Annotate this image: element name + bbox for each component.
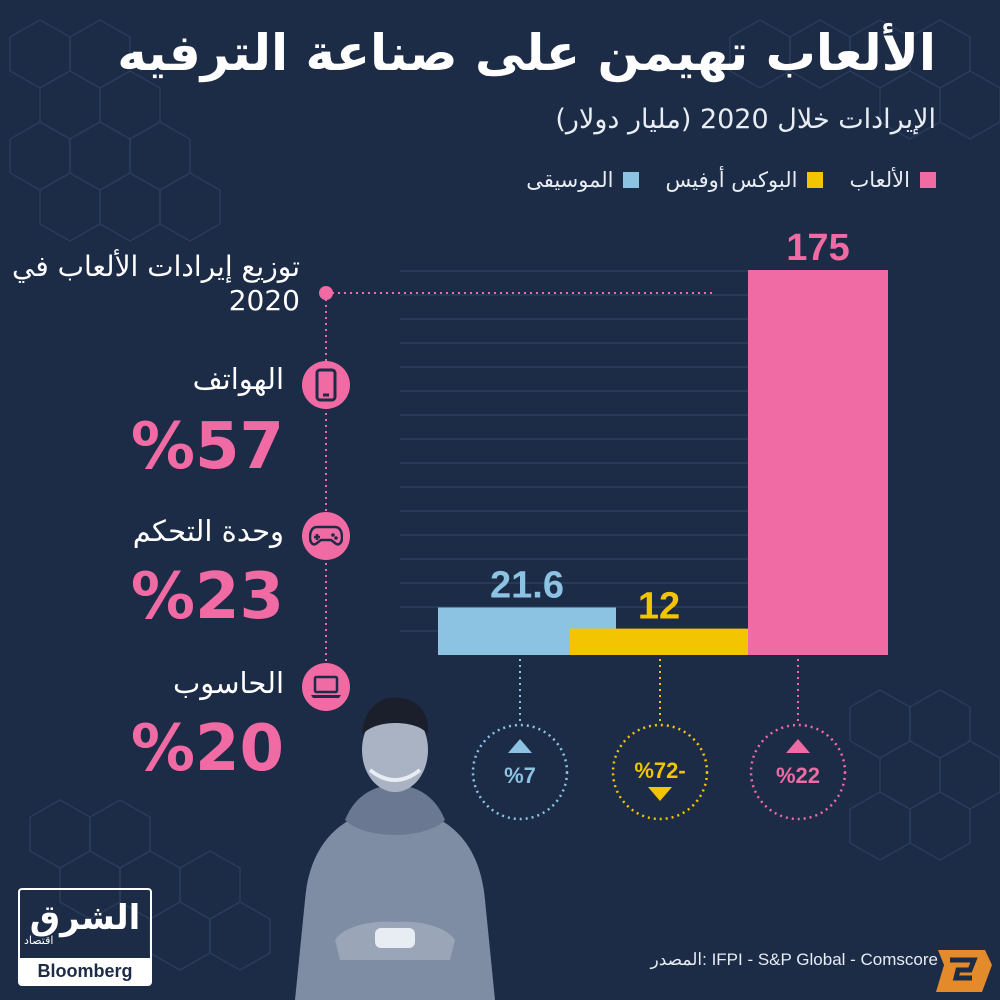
- distribution-label-phones: الهواتف: [192, 362, 284, 396]
- chart-subtitle: الإيرادات خلال 2020 (مليار دولار): [555, 104, 936, 135]
- chart-title: الألعاب تهيمن على صناعة الترفيه: [117, 24, 936, 82]
- value-label-box-office: 12: [638, 586, 680, 628]
- connector-dot: [319, 286, 333, 300]
- change-label-games: %22: [776, 763, 820, 788]
- chart-value-labels: 21.6 12 175: [490, 227, 850, 628]
- value-label-games: 175: [786, 227, 849, 269]
- bar-box-office: [570, 628, 748, 655]
- distribution-value-pc: %20: [130, 712, 284, 786]
- distribution-label-pc: الحاسوب: [172, 666, 284, 700]
- logo-subtext: اقتصاد: [24, 934, 54, 947]
- asharq-bloomberg-logo: الشرق اقتصاد Bloomberg: [18, 888, 152, 986]
- chart-bars: [438, 270, 888, 655]
- legend-swatch-music: [623, 172, 640, 188]
- distribution-label-console: وحدة التحكم: [132, 514, 284, 548]
- legend-item-music: الموسيقى: [526, 168, 640, 192]
- change-circle-games: [749, 723, 847, 821]
- logo-arabic-text: الشرق: [29, 898, 141, 938]
- logo-partner: Bloomberg: [20, 958, 150, 984]
- smartphone-icon: [302, 361, 350, 409]
- legend-label-box-office: البوكس أوفيس: [665, 168, 798, 192]
- legend-swatch-box-office: [807, 172, 824, 188]
- games-distribution-title: توزيع إيرادات الألعاب في 2020: [12, 250, 300, 317]
- legend-swatch-games: [920, 172, 936, 188]
- source-note: المصدر: IFPI - S&P Global - Comscore: [650, 950, 938, 969]
- change-circle-music: [471, 723, 569, 821]
- change-label-box-office: %72-: [634, 758, 685, 783]
- gamepad-icon: [302, 512, 350, 560]
- legend-item-box-office: البوكس أوفيس: [665, 168, 824, 192]
- laptop-icon: [302, 663, 350, 711]
- publisher-watermark-icon: [936, 950, 992, 992]
- legend-label-music: الموسيقى: [526, 168, 614, 192]
- distribution-value-console: %23: [130, 560, 284, 634]
- legend: الألعاب البوكس أوفيس الموسيقى: [526, 168, 936, 192]
- distribution-value-phones: %57: [130, 410, 284, 484]
- bar-games: [748, 270, 888, 655]
- value-label-music: 21.6: [490, 564, 564, 606]
- change-indicators: %7 %72- %22: [471, 659, 847, 821]
- arrow-down-icon: [648, 787, 672, 801]
- legend-label-games: الألعاب: [849, 168, 910, 192]
- legend-item-games: الألعاب: [849, 168, 936, 192]
- change-label-music: %7: [504, 763, 536, 788]
- arrow-up-icon: [786, 739, 810, 753]
- change-circle-box-office: [611, 723, 709, 821]
- gamer-photo: [295, 697, 495, 1000]
- arrow-up-icon: [508, 739, 532, 753]
